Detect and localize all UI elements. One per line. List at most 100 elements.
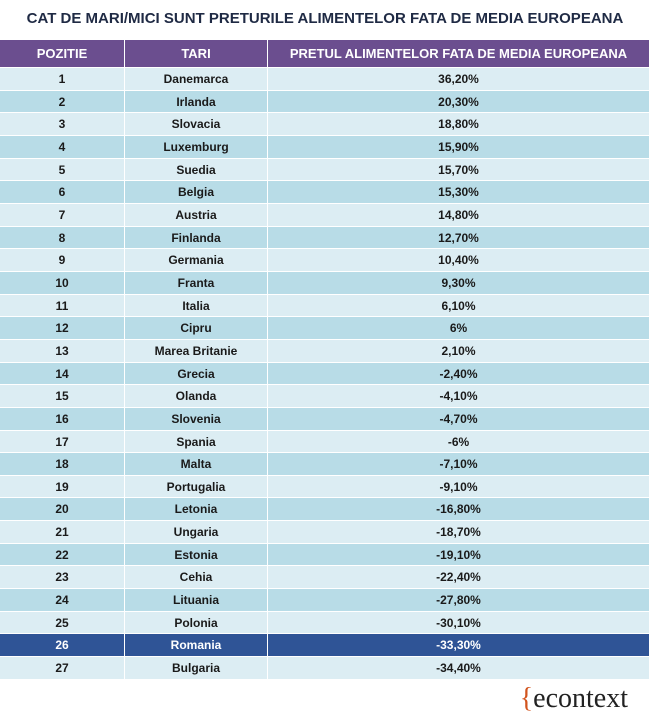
position: 6 — [0, 181, 125, 204]
price-diff: -30,10% — [268, 611, 650, 635]
country: Danemarca — [125, 68, 268, 91]
country: Finlanda — [125, 226, 268, 250]
position: 1 — [0, 68, 125, 91]
price-diff: -6% — [268, 430, 650, 454]
country: Ungaria — [125, 521, 268, 544]
country: Italia — [125, 294, 268, 318]
price-diff: 20,30% — [268, 90, 650, 114]
table-row: 3 Slovacia 18,80% — [0, 113, 650, 136]
table-row: 11 Italia 6,10% — [0, 294, 650, 318]
position: 7 — [0, 203, 125, 227]
title: CAT DE MARI/MICI SUNT PRETURILE ALIMENTE… — [26, 10, 624, 27]
position: 21 — [0, 521, 125, 544]
price-diff: 2,10% — [268, 339, 650, 363]
country: Malta — [125, 453, 268, 476]
country: Austria — [125, 203, 268, 227]
table-row: 24 Lituania -27,80% — [0, 589, 650, 612]
country: Bulgaria — [125, 657, 268, 680]
table-body: 1 Danemarca 36,20% 2 Irlanda 20,30% 3 Slovacia 1… — [0, 68, 650, 680]
table: POZITIE TARI PRETUL ALIMENTELOR FATA DE … — [0, 40, 650, 680]
position: 8 — [0, 226, 125, 250]
country: Polonia — [125, 611, 268, 635]
position: 2 — [0, 90, 125, 114]
table-row: 20 Letonia -16,80% — [0, 498, 650, 522]
position: 17 — [0, 430, 125, 454]
price-diff: -18,70% — [268, 521, 650, 544]
position: 22 — [0, 543, 125, 567]
position: 9 — [0, 249, 125, 272]
country: Franta — [125, 271, 268, 295]
position: 27 — [0, 657, 125, 680]
logo-text: econtext — [533, 683, 628, 714]
table-row: 8 Finlanda 12,70% — [0, 226, 650, 250]
position: 25 — [0, 611, 125, 635]
price-diff: 18,80% — [268, 113, 650, 136]
position: 20 — [0, 498, 125, 522]
price-diff: -16,80% — [268, 498, 650, 522]
country: Olanda — [125, 385, 268, 408]
table-row: 2 Irlanda 20,30% — [0, 90, 650, 114]
table-row: 7 Austria 14,80% — [0, 203, 650, 227]
price-diff: -27,80% — [268, 589, 650, 612]
price-diff: -22,40% — [268, 566, 650, 590]
table-row: 10 Franta 9,30% — [0, 271, 650, 295]
position: 15 — [0, 385, 125, 408]
table-row: 26 Romania -33,30% — [0, 634, 650, 658]
table-row: 27 Bulgaria -34,40% — [0, 657, 650, 680]
country: Cehia — [125, 566, 268, 590]
table-row: 17 Spania -6% — [0, 430, 650, 454]
country: Cipru — [125, 317, 268, 340]
price-diff: 6,10% — [268, 294, 650, 318]
table-row: 9 Germania 10,40% — [0, 249, 650, 272]
position: 19 — [0, 475, 125, 499]
country: Suedia — [125, 158, 268, 182]
position: 24 — [0, 589, 125, 612]
price-diff: 15,30% — [268, 181, 650, 204]
country: Irlanda — [125, 90, 268, 114]
price-diff: 15,90% — [268, 135, 650, 159]
price-diff: 36,20% — [268, 68, 650, 91]
position: 13 — [0, 339, 125, 363]
column-header: POZITIE — [0, 40, 125, 68]
country: Romania — [125, 634, 268, 658]
price-diff: 10,40% — [268, 249, 650, 272]
position: 3 — [0, 113, 125, 136]
logo-brace: { — [519, 683, 534, 714]
country: Letonia — [125, 498, 268, 522]
price-diff: 9,30% — [268, 271, 650, 295]
country: Germania — [125, 249, 268, 272]
country: Marea Britanie — [125, 339, 268, 363]
header-row: POZITIE TARI PRETUL ALIMENTELOR FATA DE … — [0, 40, 650, 68]
price-diff: 12,70% — [268, 226, 650, 250]
price-diff: -4,70% — [268, 407, 650, 431]
price-diff: 15,70% — [268, 158, 650, 182]
country: Lituania — [125, 589, 268, 612]
country: Estonia — [125, 543, 268, 567]
table-row: 19 Portugalia -9,10% — [0, 475, 650, 499]
price-diff: -2,40% — [268, 362, 650, 386]
column-header: PRETUL ALIMENTELOR FATA DE MEDIA EUROPEA… — [268, 40, 650, 68]
price-diff: 6% — [268, 317, 650, 340]
position: 4 — [0, 135, 125, 159]
table-row: 1 Danemarca 36,20% — [0, 68, 650, 91]
table-row: 6 Belgia 15,30% — [0, 181, 650, 204]
position: 14 — [0, 362, 125, 386]
country: Slovacia — [125, 113, 268, 136]
table-row: 16 Slovenia -4,70% — [0, 407, 650, 431]
price-diff: -7,10% — [268, 453, 650, 476]
price-diff: -4,10% — [268, 385, 650, 408]
country: Slovenia — [125, 407, 268, 431]
position: 12 — [0, 317, 125, 340]
logo: {econtext — [520, 684, 628, 714]
position: 18 — [0, 453, 125, 476]
table-row: 5 Suedia 15,70% — [0, 158, 650, 182]
table-row: 21 Ungaria -18,70% — [0, 521, 650, 544]
position: 10 — [0, 271, 125, 295]
table-row: 22 Estonia -19,10% — [0, 543, 650, 567]
price-diff: -34,40% — [268, 657, 650, 680]
table-row: 15 Olanda -4,10% — [0, 385, 650, 408]
table-row: 14 Grecia -2,40% — [0, 362, 650, 386]
position: 23 — [0, 566, 125, 590]
table-row: 4 Luxemburg 15,90% — [0, 135, 650, 159]
